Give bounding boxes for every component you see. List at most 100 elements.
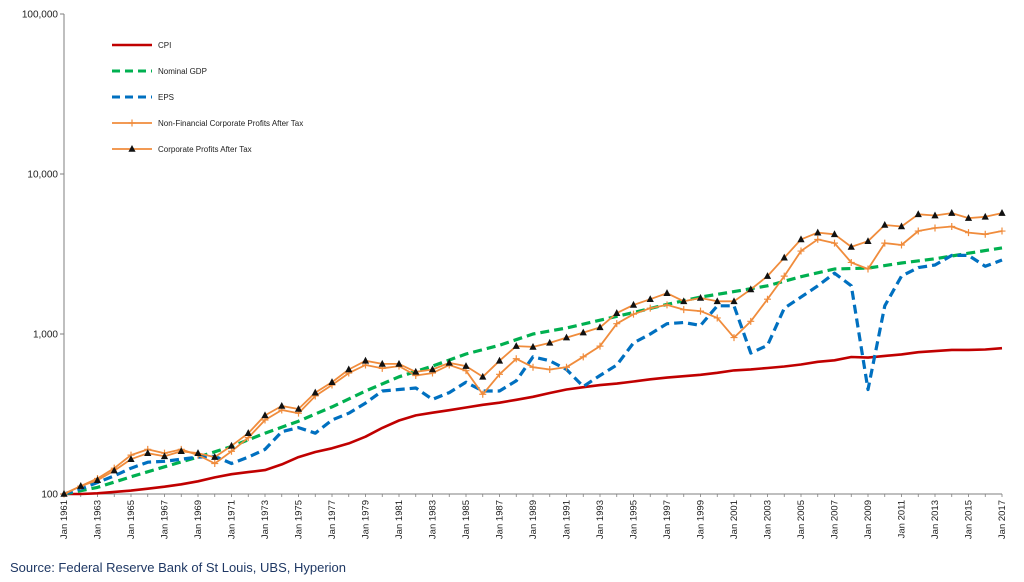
data-point xyxy=(914,210,922,218)
data-point xyxy=(881,221,889,228)
data-point xyxy=(378,359,386,367)
data-point xyxy=(278,401,286,409)
data-point xyxy=(211,460,219,468)
x-tick-label: Jan 1979 xyxy=(361,500,372,539)
x-tick-label: Jan 2007 xyxy=(830,500,841,539)
data-point xyxy=(629,300,638,308)
series-corporate-profits-after-tax xyxy=(60,209,1006,497)
data-point xyxy=(428,365,437,373)
x-tick-label: Jan 1995 xyxy=(629,500,640,539)
legend-item: EPS xyxy=(112,93,174,102)
x-tick-label: Jan 1997 xyxy=(662,500,673,539)
data-point xyxy=(144,449,152,456)
data-point xyxy=(713,297,721,305)
data-point xyxy=(680,297,688,305)
x-tick-label: Jan 1987 xyxy=(495,500,506,539)
data-point xyxy=(228,447,235,455)
data-point xyxy=(730,297,738,305)
series-line xyxy=(63,246,1003,496)
x-tick-label: Jan 2003 xyxy=(763,500,774,539)
data-point xyxy=(830,230,839,238)
data-point xyxy=(981,212,989,220)
x-tick-label: Jan 2011 xyxy=(897,500,908,538)
series-eps xyxy=(63,253,1003,496)
data-point xyxy=(763,272,772,279)
data-point xyxy=(77,482,85,489)
data-point xyxy=(562,333,571,341)
x-tick-label: Jan 1971 xyxy=(227,500,238,539)
x-tick-label: Jan 2015 xyxy=(964,500,975,539)
data-point xyxy=(780,253,788,261)
data-point xyxy=(965,229,972,237)
data-point xyxy=(512,355,520,363)
x-tick-label: Jan 1999 xyxy=(696,500,707,539)
data-point xyxy=(546,365,554,373)
data-point xyxy=(964,214,973,221)
data-point xyxy=(948,209,956,216)
data-point xyxy=(864,237,872,245)
legend-item: CPI xyxy=(112,41,171,50)
x-tick-label: Jan 1961 xyxy=(59,500,70,539)
data-point xyxy=(696,293,705,301)
data-point xyxy=(998,209,1006,216)
data-point xyxy=(931,224,939,232)
x-tick-label: Jan 2013 xyxy=(930,500,941,539)
x-tick-label: Jan 1981 xyxy=(394,500,405,539)
data-point xyxy=(713,314,721,322)
data-point xyxy=(663,301,671,309)
data-point xyxy=(646,304,654,312)
data-point xyxy=(177,447,185,455)
data-point xyxy=(847,258,855,266)
data-point xyxy=(495,356,504,364)
data-point xyxy=(512,342,520,349)
data-point xyxy=(395,359,403,367)
series-cpi xyxy=(64,346,1003,496)
y-tick-label: 10,000 xyxy=(27,170,58,181)
data-point xyxy=(797,247,805,255)
legend-marker xyxy=(128,119,136,127)
legend-item: Nominal GDP xyxy=(112,67,207,76)
legend-label: Non-Financial Corporate Profits After Ta… xyxy=(158,119,303,128)
legend-label: EPS xyxy=(158,93,174,102)
series-layer xyxy=(60,209,1006,498)
data-point xyxy=(345,365,353,373)
data-point xyxy=(914,227,922,235)
y-tick-label: 100 xyxy=(41,490,58,501)
x-tick-label: Jan 1977 xyxy=(327,500,338,539)
data-point xyxy=(160,452,169,460)
data-point xyxy=(412,367,420,375)
data-point xyxy=(110,466,118,474)
axes: 100 1,000 10,000 100,000 Jan 1961 Jan 1963 Jan… xyxy=(22,10,1008,540)
x-tick-label: Jan 1991 xyxy=(562,500,573,539)
data-point xyxy=(697,307,704,315)
x-tick-label: Jan 1967 xyxy=(160,500,171,539)
data-point xyxy=(613,309,621,316)
x-tick-label: Jan 1985 xyxy=(461,500,472,539)
x-tick-label: Jan 2009 xyxy=(863,500,874,539)
x-tick-label: Jan 1989 xyxy=(528,500,539,539)
x-tick-label: Jan 1983 xyxy=(428,500,439,539)
data-point xyxy=(981,230,989,238)
y-tick-label: 1,000 xyxy=(33,330,58,341)
y-tick-label: 100,000 xyxy=(22,10,59,21)
legend-marker xyxy=(128,145,136,152)
x-tick-label: Jan 1963 xyxy=(93,500,104,539)
x-tick-label: Jan 1969 xyxy=(193,500,204,539)
data-point xyxy=(814,235,822,243)
legend: CPI Nominal GDP EPS Non-Financial Corporate… xyxy=(112,41,303,154)
data-point xyxy=(445,358,453,366)
data-point xyxy=(579,328,587,336)
data-point xyxy=(462,362,470,369)
data-point xyxy=(780,272,788,280)
data-point xyxy=(613,320,621,328)
x-tick-label: Jan 2001 xyxy=(729,500,740,539)
data-point xyxy=(311,388,319,396)
data-point xyxy=(244,429,252,436)
data-point xyxy=(227,441,236,449)
x-tick-label: Jan 1965 xyxy=(126,500,137,539)
data-point xyxy=(747,285,755,293)
data-point xyxy=(328,378,336,385)
source-note: Source: Federal Reserve Bank of St Louis… xyxy=(10,560,346,575)
data-point xyxy=(747,317,755,325)
